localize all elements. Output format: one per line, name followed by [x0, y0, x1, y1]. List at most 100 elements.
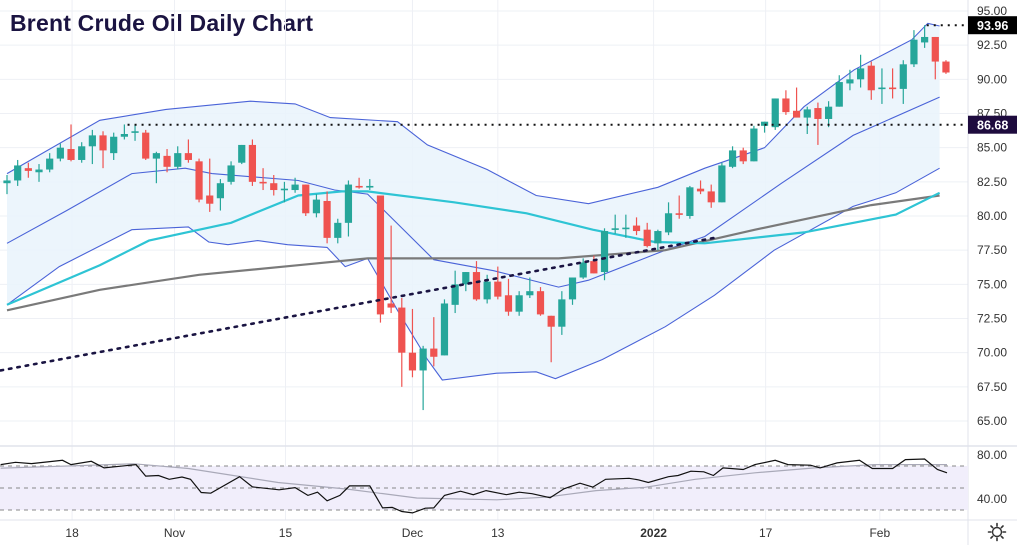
candle[interactable]	[312, 194, 321, 218]
candle[interactable]	[3, 175, 11, 195]
candle[interactable]	[600, 228, 609, 281]
candle[interactable]	[259, 168, 267, 191]
candle[interactable]	[120, 124, 128, 140]
candle[interactable]	[803, 106, 811, 135]
candle[interactable]	[152, 151, 160, 184]
candle[interactable]	[568, 277, 577, 305]
candle[interactable]	[14, 159, 22, 186]
candle[interactable]	[430, 317, 438, 367]
candle[interactable]	[686, 185, 694, 219]
price-tick-label: 67.50	[977, 380, 1007, 394]
candle[interactable]	[440, 299, 449, 356]
candle[interactable]	[195, 158, 203, 203]
candle-body	[387, 303, 395, 308]
candle[interactable]	[782, 90, 790, 115]
candle[interactable]	[24, 162, 32, 178]
candle-body	[366, 185, 374, 188]
candle[interactable]	[99, 131, 107, 169]
candle[interactable]	[35, 164, 43, 182]
candle[interactable]	[739, 147, 747, 165]
candle[interactable]	[707, 184, 715, 208]
candle[interactable]	[654, 229, 662, 251]
candle[interactable]	[323, 191, 331, 244]
candle[interactable]	[344, 180, 353, 237]
candle[interactable]	[824, 101, 833, 128]
candle[interactable]	[558, 291, 566, 335]
candle[interactable]	[227, 161, 235, 185]
candle[interactable]	[899, 60, 907, 104]
candle[interactable]	[857, 54, 865, 88]
candle-body	[547, 315, 555, 327]
candle[interactable]	[163, 149, 171, 173]
candle[interactable]	[355, 177, 363, 189]
candle[interactable]	[942, 60, 950, 74]
candle[interactable]	[771, 98, 779, 130]
candle[interactable]	[696, 180, 705, 195]
candle[interactable]	[867, 61, 875, 100]
candle[interactable]	[67, 124, 75, 162]
candle[interactable]	[675, 195, 683, 219]
candle[interactable]	[387, 225, 395, 314]
candle[interactable]	[206, 158, 214, 212]
candle[interactable]	[131, 124, 139, 141]
candle[interactable]	[931, 36, 939, 80]
candle[interactable]	[184, 139, 192, 163]
candle-body	[643, 229, 651, 247]
candle[interactable]	[590, 255, 598, 274]
candle[interactable]	[56, 143, 64, 162]
candle[interactable]	[579, 258, 587, 279]
candle[interactable]	[921, 25, 929, 48]
candle[interactable]	[536, 287, 545, 316]
candle[interactable]	[643, 222, 651, 248]
candle[interactable]	[451, 270, 459, 314]
candle[interactable]	[878, 68, 886, 104]
candle[interactable]	[526, 277, 534, 299]
candle[interactable]	[622, 214, 630, 238]
candle[interactable]	[376, 195, 385, 323]
candle[interactable]	[270, 175, 278, 196]
candle[interactable]	[515, 291, 523, 316]
candle[interactable]	[835, 75, 843, 107]
candle[interactable]	[728, 146, 737, 169]
candle[interactable]	[408, 308, 417, 378]
candle[interactable]	[248, 139, 257, 186]
candle-body	[78, 146, 86, 160]
candle[interactable]	[142, 129, 150, 160]
candle[interactable]	[419, 345, 427, 411]
candle[interactable]	[750, 125, 758, 162]
candle[interactable]	[889, 68, 897, 99]
candle[interactable]	[216, 179, 224, 211]
candle-body	[568, 277, 577, 300]
candle[interactable]	[846, 69, 854, 91]
candle[interactable]	[760, 121, 769, 133]
candle[interactable]	[632, 217, 641, 236]
candle-body	[878, 87, 886, 90]
candle-body	[696, 188, 705, 192]
candle[interactable]	[398, 298, 406, 387]
candle[interactable]	[494, 266, 502, 300]
candle[interactable]	[366, 179, 374, 191]
candle[interactable]	[238, 144, 246, 165]
candle[interactable]	[46, 153, 54, 173]
candle[interactable]	[547, 315, 555, 363]
candle[interactable]	[88, 129, 96, 165]
candle[interactable]	[302, 184, 310, 217]
candle[interactable]	[792, 87, 801, 118]
candle[interactable]	[78, 142, 86, 163]
candle[interactable]	[611, 214, 619, 234]
candle[interactable]	[462, 272, 470, 292]
candle[interactable]	[291, 177, 299, 193]
candle[interactable]	[504, 278, 513, 316]
candle[interactable]	[718, 162, 726, 203]
candle[interactable]	[664, 202, 673, 236]
candle-body	[408, 352, 417, 371]
candle[interactable]	[814, 102, 822, 145]
candle[interactable]	[110, 132, 118, 160]
candle[interactable]	[174, 146, 182, 170]
candle[interactable]	[334, 218, 342, 244]
candle[interactable]	[280, 181, 289, 203]
candle-body	[206, 195, 214, 204]
candle[interactable]	[910, 30, 918, 68]
gear-icon[interactable]	[987, 522, 1007, 542]
